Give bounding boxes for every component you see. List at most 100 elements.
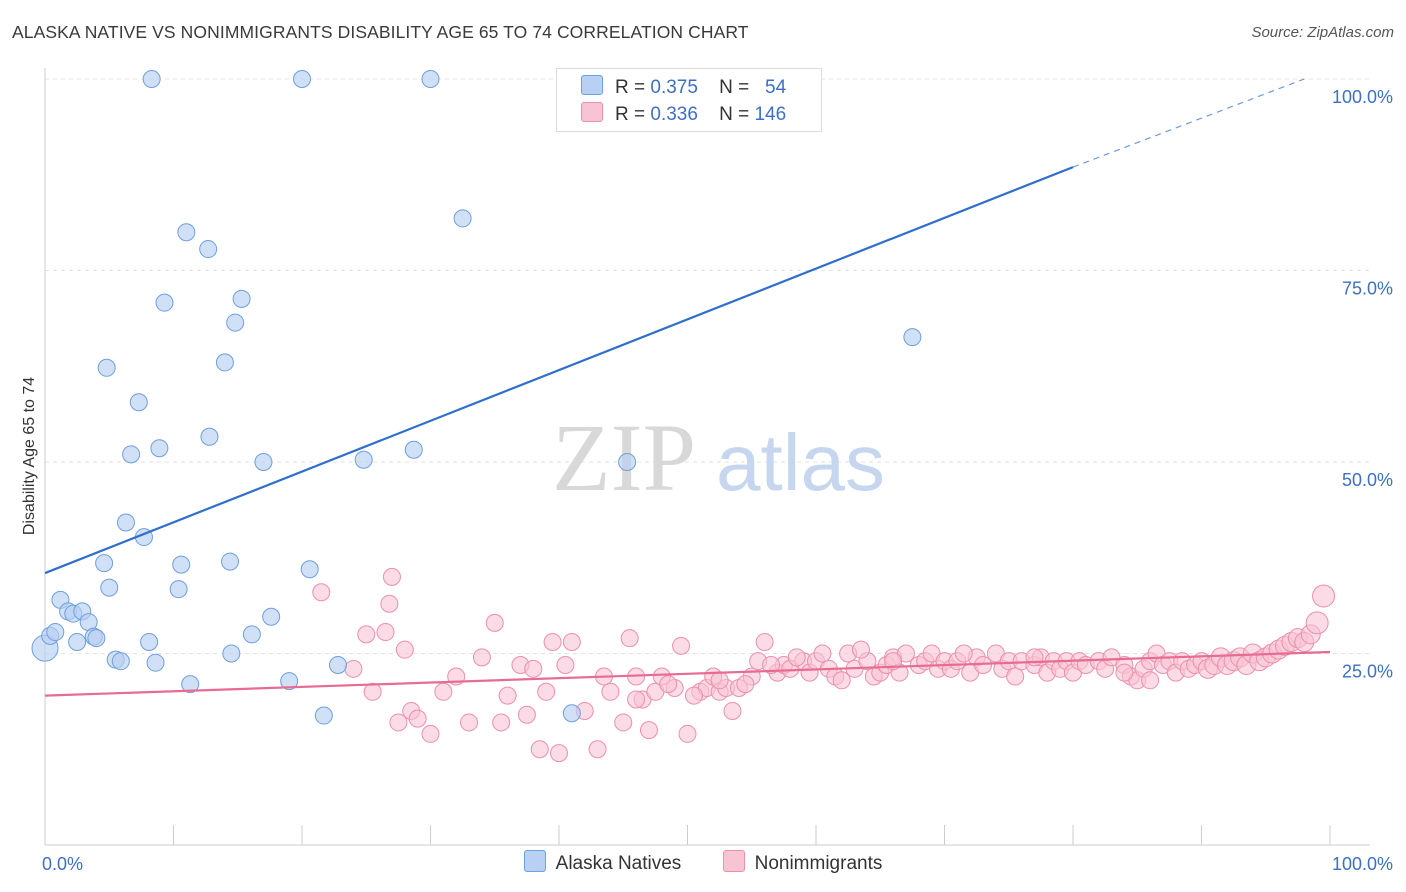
alaska-native-point <box>97 358 116 377</box>
nonimmigrant-point <box>434 682 453 701</box>
nonimmigrant-point <box>755 633 774 652</box>
nonimmigrant-point <box>672 636 691 655</box>
alaska-native-point <box>111 652 130 671</box>
stats-legend: R = 0.375 N = 54 R = 0.336 N = 146 <box>556 68 822 132</box>
watermark-atlas: atlas <box>716 418 885 507</box>
alaska-native-point <box>618 453 637 471</box>
alaska-native-point <box>242 625 261 644</box>
nonimm-legend-swatch <box>722 850 745 872</box>
alaska-r-value: 0.375 <box>650 77 698 98</box>
nonimmigrant-point <box>472 648 491 667</box>
nonimmigrant-point <box>659 675 678 694</box>
nonimmigrant-point <box>550 744 568 763</box>
alaska-native-point <box>262 607 281 626</box>
y-tick-label: 25.0% <box>1342 662 1393 682</box>
y-tick-label: 50.0% <box>1342 470 1393 490</box>
alaska-legend-label: Alaska Natives <box>555 853 682 874</box>
nonimmigrant-point <box>530 740 549 759</box>
nonimmigrant-point <box>492 713 511 732</box>
alaska-native-point <box>200 427 219 446</box>
nonimmigrant-point <box>639 721 658 740</box>
nonimmigrant-point <box>684 686 703 705</box>
alaska-n-value: 54 <box>765 77 787 98</box>
nonimmigrant-point <box>460 713 479 732</box>
alaska-native-point <box>122 445 141 464</box>
alaska-r-label: R = <box>615 77 646 98</box>
alaska-native-point <box>232 289 251 308</box>
alaska-native-point <box>280 672 299 691</box>
series-legend: Alaska Natives Nonimmigrants <box>0 850 1406 875</box>
alaska-native-point <box>142 70 161 88</box>
nonimmigrant-point <box>524 659 543 678</box>
gridlines <box>45 78 1370 654</box>
nonimmigrant-point <box>1312 584 1336 608</box>
alaska-native-point <box>421 70 440 88</box>
trend-lines <box>44 78 1331 697</box>
tick-labels: 25.0% 50.0% 75.0% 100.0% 0.0% 100.0% <box>42 87 1393 874</box>
nonimmigrant-point <box>588 740 607 759</box>
x-tick-label-start: 0.0% <box>42 854 83 874</box>
nonimm-n-label: N = <box>719 104 750 125</box>
nonimmigrant-point <box>363 682 382 701</box>
alaska-native-point <box>68 633 87 652</box>
alaska-native-point <box>155 293 174 312</box>
nonimmigrant-point <box>762 655 781 674</box>
alaska-native-point <box>226 313 245 332</box>
nonimmigrant-point <box>627 690 646 709</box>
chart-title: ALASKA NATIVE VS NONIMMIGRANTS DISABILIT… <box>12 22 749 42</box>
nonimmigrant-point <box>620 629 639 648</box>
nonimmigrant-point <box>678 724 697 743</box>
watermark: ZIP atlas <box>552 404 885 511</box>
nonimmigrant-point <box>485 613 504 632</box>
alaska-native-point <box>87 629 106 648</box>
nonimmigrant-point <box>556 655 575 674</box>
alaska-native-point <box>199 240 218 259</box>
nonimmigrant-point <box>344 659 363 678</box>
nonimmigrant-point <box>723 701 742 720</box>
y-tick-label: 100.0% <box>1332 87 1393 107</box>
nonimm-trend-line <box>44 650 1331 697</box>
nonimmigrant-point <box>736 675 755 694</box>
legend-item-nonimm: Nonimmigrants <box>722 850 882 875</box>
alaska-n-label: N = <box>719 77 750 98</box>
alaska-trend-line <box>44 166 1074 575</box>
alaska-native-point <box>293 70 311 88</box>
nonimmigrant-point <box>954 644 973 663</box>
alaska-native-point <box>172 555 191 574</box>
legend-row-nonimm: R = 0.336 N = 146 <box>581 102 786 126</box>
nonimmigrant-point <box>1006 667 1025 686</box>
nonimmigrant-point <box>380 594 399 613</box>
nonimmigrant-point <box>614 713 633 732</box>
alaska-native-point <box>903 328 922 347</box>
nonimmigrants-points <box>312 567 1336 763</box>
alaska-native-point <box>169 580 188 599</box>
nonimm-swatch <box>581 102 603 122</box>
nonimmigrant-point <box>543 633 562 652</box>
nonimmigrant-point <box>408 709 427 728</box>
alaska-native-point <box>222 644 241 663</box>
alaska-trend-extension <box>1072 78 1305 168</box>
nonimmigrant-point <box>851 640 870 659</box>
nonimmigrant-point <box>376 623 395 642</box>
legend-row-alaska: R = 0.375 N = 54 <box>581 75 786 99</box>
nonimmigrant-point <box>357 625 376 644</box>
alaska-native-point <box>140 633 159 652</box>
nonimmigrant-point <box>1305 611 1329 635</box>
nonimm-r-value: 0.336 <box>650 104 698 125</box>
alaska-native-point <box>150 439 169 458</box>
axes <box>44 68 1370 846</box>
alaska-native-point <box>221 552 240 571</box>
alaska-native-point <box>100 578 119 597</box>
alaska-native-point <box>215 353 234 372</box>
legend-item-alaska: Alaska Natives <box>523 850 682 875</box>
alaska-native-point <box>181 675 200 694</box>
nonimm-n-value: 146 <box>754 104 787 125</box>
source-label: Source: ZipAtlas.com <box>1251 24 1394 41</box>
alaska-native-point <box>46 623 65 642</box>
x-tick-label-end: 100.0% <box>1332 854 1393 874</box>
alaska-native-point <box>314 706 333 725</box>
alaska-native-point <box>146 653 165 672</box>
alaska-native-point <box>300 560 319 579</box>
nonimmigrant-point <box>787 648 806 667</box>
nonimmigrant-point <box>884 652 903 671</box>
